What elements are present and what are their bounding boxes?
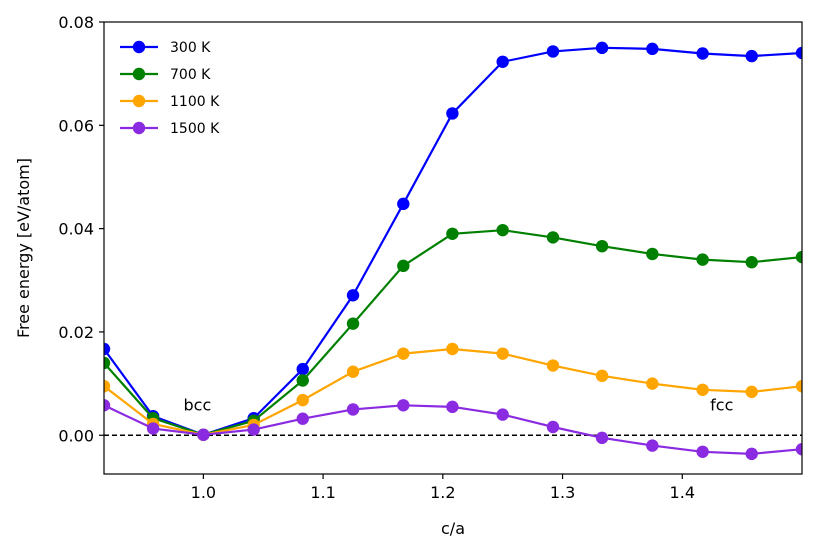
y-axis-label: Free energy [eV/atom] bbox=[14, 158, 33, 338]
data-point-series-3-8 bbox=[496, 408, 509, 421]
data-point-series-2-5 bbox=[346, 365, 360, 378]
data-point-series-1-10 bbox=[595, 239, 609, 253]
data-point-series-3-1 bbox=[146, 422, 160, 435]
x-tick-label: 1.4 bbox=[670, 483, 695, 502]
data-point-series-0-12 bbox=[696, 47, 709, 60]
legend-marker-0 bbox=[132, 40, 146, 54]
plot-frame bbox=[103, 21, 803, 475]
data-point-series-0-5 bbox=[346, 289, 360, 302]
data-point-series-2-12 bbox=[696, 383, 709, 396]
data-point-series-0-7 bbox=[446, 107, 459, 120]
data-point-series-3-7 bbox=[446, 400, 459, 414]
plot-content bbox=[104, 41, 802, 461]
data-point-series-1-9 bbox=[546, 231, 560, 244]
data-point-series-2-14 bbox=[795, 379, 802, 393]
legend-label-2: 1100 K bbox=[170, 94, 220, 110]
data-point-series-0-11 bbox=[646, 42, 659, 56]
data-point-series-1-14 bbox=[795, 250, 802, 264]
x-tick-label: 1.0 bbox=[191, 483, 216, 502]
data-point-series-1-7 bbox=[446, 227, 459, 240]
axes: 1.0 1.1 1.2 1.3 1.4 0.00 0.02 0.04 0.06 0.08 bcc fc… bbox=[58, 13, 803, 502]
data-point-series-3-6 bbox=[397, 399, 410, 412]
data-point-series-2-0 bbox=[104, 379, 111, 393]
data-point-series-2-8 bbox=[496, 347, 509, 360]
legend-marker-1 bbox=[132, 67, 146, 81]
legend-marker-2 bbox=[132, 94, 146, 108]
data-point-series-3-14 bbox=[795, 443, 802, 456]
data-point-series-0-9 bbox=[546, 45, 560, 58]
data-point-series-2-13 bbox=[745, 385, 758, 399]
legend-label-3: 1500 K bbox=[170, 121, 220, 137]
data-point-series-3-5 bbox=[346, 403, 360, 416]
data-point-series-2-11 bbox=[646, 377, 659, 390]
x-tick-label: 1.3 bbox=[550, 483, 575, 502]
data-point-series-0-4 bbox=[296, 362, 309, 376]
data-point-series-3-12 bbox=[696, 445, 709, 458]
data-point-series-0-8 bbox=[496, 55, 509, 68]
data-point-series-3-10 bbox=[595, 431, 609, 445]
data-point-series-3-9 bbox=[546, 420, 560, 434]
y-tick-label: 0.04 bbox=[58, 220, 94, 239]
data-point-series-1-12 bbox=[696, 253, 709, 266]
data-point-series-3-11 bbox=[646, 439, 659, 452]
data-point-series-0-6 bbox=[397, 197, 410, 211]
data-point-series-2-4 bbox=[296, 393, 309, 407]
data-point-series-3-3 bbox=[247, 423, 260, 436]
legend-label-1: 700 K bbox=[170, 67, 211, 83]
legend-label-0: 300 K bbox=[170, 40, 211, 56]
annotation-fcc: fcc bbox=[710, 395, 733, 414]
x-axis-label: c/a bbox=[441, 519, 465, 538]
data-point-series-1-13 bbox=[745, 256, 758, 269]
y-tick-label: 0.06 bbox=[58, 116, 94, 135]
data-point-series-1-5 bbox=[346, 317, 360, 330]
y-tick-label: 0.00 bbox=[58, 426, 94, 445]
y-tick-label: 0.02 bbox=[58, 323, 94, 342]
data-point-series-2-10 bbox=[595, 369, 609, 383]
data-point-series-0-0 bbox=[104, 342, 111, 356]
data-point-series-1-6 bbox=[397, 259, 410, 273]
data-point-series-2-6 bbox=[397, 347, 410, 360]
data-point-series-1-0 bbox=[104, 356, 111, 370]
data-point-series-1-11 bbox=[646, 247, 659, 261]
data-point-series-3-0 bbox=[104, 399, 111, 412]
legend-marker-3 bbox=[132, 121, 146, 135]
x-tick-label: 1.2 bbox=[430, 483, 455, 502]
data-point-series-1-8 bbox=[496, 223, 509, 237]
data-point-series-3-2 bbox=[197, 428, 210, 441]
legend: 300 K 700 K 1100 K 1500 K bbox=[120, 40, 220, 137]
data-point-series-2-7 bbox=[446, 342, 459, 356]
data-point-series-2-9 bbox=[546, 359, 560, 372]
data-point-series-0-13 bbox=[745, 49, 758, 63]
data-point-series-1-4 bbox=[296, 374, 309, 387]
plot-data bbox=[104, 41, 802, 461]
data-point-series-0-10 bbox=[595, 41, 609, 55]
data-point-series-3-4 bbox=[296, 412, 309, 425]
annotation-bcc: bcc bbox=[184, 395, 212, 414]
y-tick-label: 0.08 bbox=[58, 13, 94, 32]
x-tick-label: 1.1 bbox=[310, 483, 335, 502]
data-point-series-3-13 bbox=[745, 447, 758, 461]
data-point-series-0-14 bbox=[795, 46, 802, 60]
